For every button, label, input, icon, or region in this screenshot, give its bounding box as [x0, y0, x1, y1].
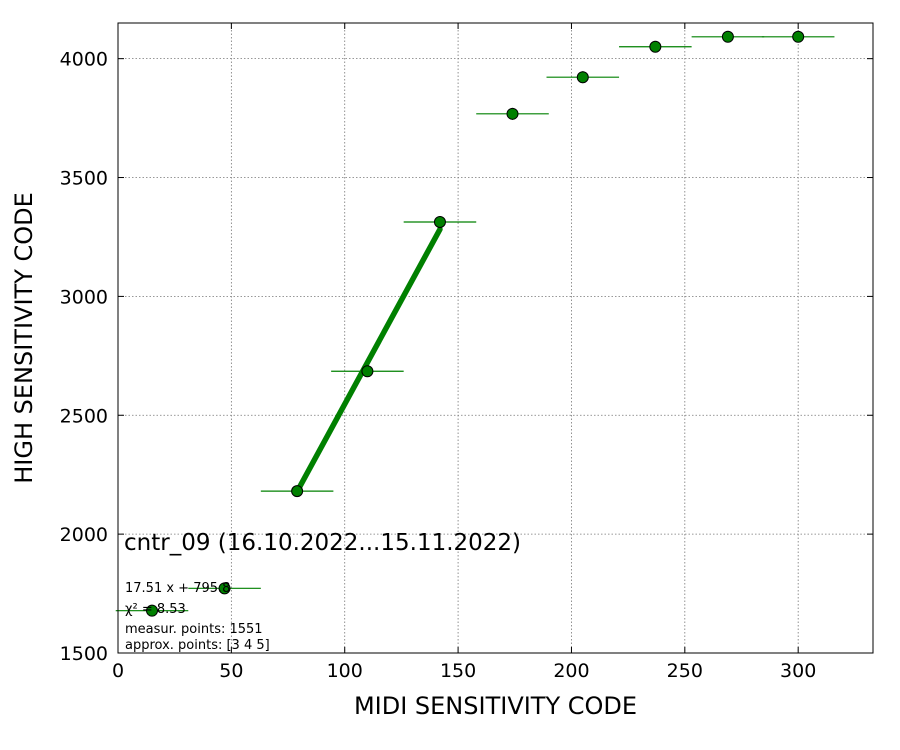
x-tick-label: 300 [780, 660, 816, 682]
approx-points-annotation: approx. points: [3 4 5] [125, 638, 270, 653]
y-axis-label: HIGH SENSITIVITY CODE [10, 192, 38, 484]
y-tick-label: 3500 [60, 168, 108, 190]
x-tick-label: 150 [440, 660, 476, 682]
chart-title-annotation: cntr_09 (16.10.2022...15.11.2022) [124, 530, 521, 556]
data-point [792, 30, 805, 43]
data-point [506, 107, 519, 120]
x-tick-label: 200 [553, 660, 589, 682]
data-point [576, 71, 589, 84]
x-tick-label: 50 [219, 660, 243, 682]
data-point [721, 30, 734, 43]
fit-line-group [294, 226, 443, 495]
data-point [433, 215, 446, 228]
fit-line [294, 226, 443, 495]
x-axis-label: MIDI SENSITIVITY CODE [354, 692, 637, 720]
y-tick-label: 3000 [60, 286, 108, 308]
y-tick-label: 2000 [60, 524, 108, 546]
grid-lines [117, 23, 873, 654]
data-point [291, 485, 304, 498]
fit-equation-annotation: 17.51 x + 795.8 [125, 581, 230, 596]
data-point [218, 582, 231, 595]
annotations: cntr_09 (16.10.2022...15.11.2022) 17.51 … [124, 530, 521, 653]
plot-frame [117, 22, 874, 654]
data-points [115, 30, 835, 617]
y-tick-label: 1500 [60, 643, 108, 665]
y-tick-label: 2500 [60, 405, 108, 427]
x-tick-label: 100 [327, 660, 363, 682]
x-tick-label: 0 [112, 660, 124, 682]
axis-ticks: 0 50 100 150 200 250 300 1500 2000 2500 3000 3500 40… [60, 23, 873, 682]
data-point [361, 365, 374, 378]
y-tick-label: 4000 [60, 49, 108, 71]
x-tick-label: 250 [667, 660, 703, 682]
data-point [146, 604, 159, 617]
data-point [649, 40, 662, 53]
measurement-points-annotation: measur. points: 1551 [125, 622, 263, 637]
chi-square-annotation: χ² = 8.53 [125, 602, 186, 617]
